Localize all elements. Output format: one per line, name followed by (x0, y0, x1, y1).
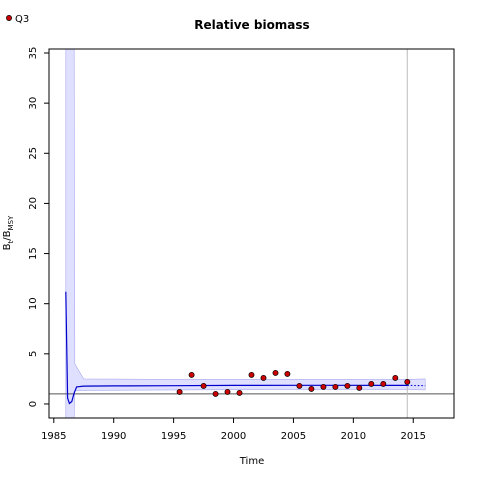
y-tick-label: 30 (28, 97, 39, 110)
observation-point (369, 381, 374, 386)
observation-point (177, 389, 182, 394)
observation-point (297, 383, 302, 388)
y-tick-label: 25 (28, 147, 39, 160)
observation-point (261, 375, 266, 380)
x-axis-label: Time (239, 456, 264, 467)
y-label-slash: /B (2, 230, 13, 240)
observation-point (321, 384, 326, 389)
x-tick-label: 1985 (41, 431, 66, 442)
x-tick-label: 1990 (101, 431, 126, 442)
observation-point (333, 384, 338, 389)
legend-label: Q3 (15, 14, 29, 25)
observation-point (357, 385, 362, 390)
y-tick-label: 10 (28, 297, 39, 310)
chart-title: Relative biomass (194, 18, 309, 32)
observation-point (225, 389, 230, 394)
x-tick-label: 2000 (221, 431, 246, 442)
legend-marker (6, 15, 11, 20)
y-tick-label: 0 (28, 401, 39, 407)
observation-point (345, 383, 350, 388)
observation-point (381, 381, 386, 386)
observation-point (309, 386, 314, 391)
y-tick-label: 35 (28, 47, 39, 60)
y-tick-label: 20 (28, 197, 39, 210)
x-tick-label: 2005 (281, 431, 306, 442)
observation-point (201, 383, 206, 388)
y-tick-label: 15 (28, 247, 39, 260)
x-tick-label: 1995 (161, 431, 186, 442)
observation-point (237, 390, 242, 395)
observation-point (405, 379, 410, 384)
observation-point (189, 372, 194, 377)
observation-point (285, 371, 290, 376)
observation-point (273, 370, 278, 375)
observation-point (249, 372, 254, 377)
x-tick-label: 2015 (401, 431, 426, 442)
observation-point (393, 375, 398, 380)
observation-point (213, 391, 218, 396)
x-tick-label: 2010 (341, 431, 366, 442)
y-label-sub-msy: MSY (7, 215, 15, 230)
y-tick-label: 5 (28, 351, 39, 357)
